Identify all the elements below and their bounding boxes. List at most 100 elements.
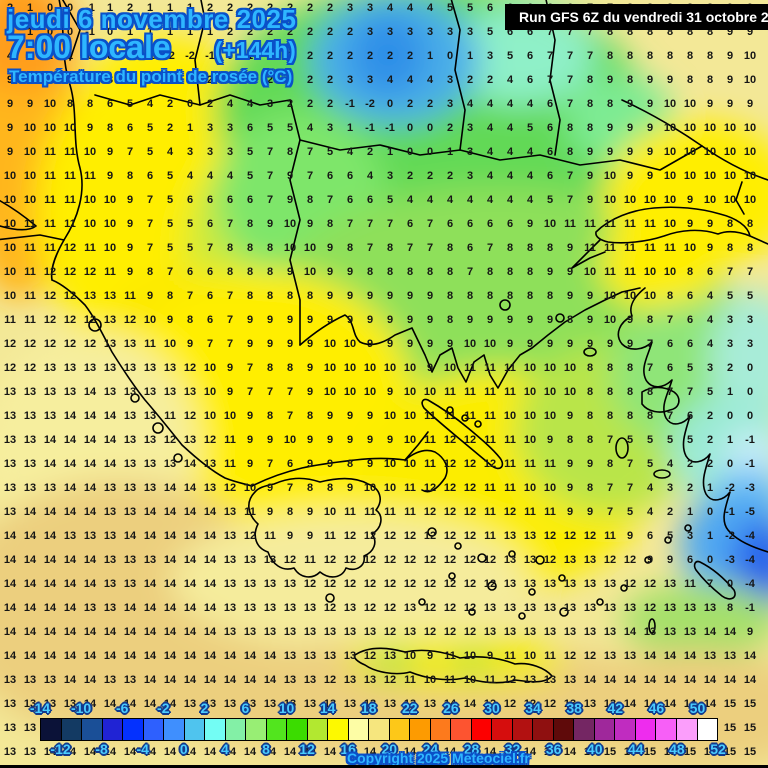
- gridpoint-value: 10: [24, 146, 36, 158]
- gridpoint-value: -1: [345, 98, 355, 110]
- gridpoint-value: 1: [27, 2, 33, 14]
- gridpoint-value: 9: [367, 314, 373, 326]
- gridpoint-value: 10: [524, 434, 536, 446]
- gridpoint-value: 15: [604, 746, 616, 758]
- gridpoint-value: 13: [44, 698, 56, 710]
- gridpoint-value: 5: [147, 146, 153, 158]
- gridpoint-value: 3: [347, 74, 353, 86]
- gridpoint-value: 13: [4, 698, 16, 710]
- gridpoint-value: 4: [167, 146, 173, 158]
- gridpoint-value: 13: [204, 482, 216, 494]
- gridpoint-value: 4: [447, 194, 453, 206]
- gridpoint-value: 7: [367, 218, 373, 230]
- gridpoint-value: 9: [247, 314, 253, 326]
- gridpoint-value: 6: [467, 242, 473, 254]
- gridpoint-value: 10: [404, 650, 416, 662]
- gridpoint-value: 13: [664, 602, 676, 614]
- gridpoint-value: 14: [104, 746, 116, 758]
- gridpoint-value: 7: [327, 194, 333, 206]
- gridpoint-value: 12: [464, 482, 476, 494]
- gridpoint-value: 9: [147, 290, 153, 302]
- gridpoint-value: 6: [467, 218, 473, 230]
- gridpoint-value: 9: [567, 458, 573, 470]
- gridpoint-value: 9: [427, 290, 433, 302]
- gridpoint-value: 7: [547, 50, 553, 62]
- gridpoint-value: 14: [204, 626, 216, 638]
- legend-tick-label: 20: [381, 741, 397, 757]
- gridpoint-value: 10: [344, 362, 356, 374]
- gridpoint-value: 9: [587, 314, 593, 326]
- gridpoint-value: 13: [124, 434, 136, 446]
- gridpoint-value: 4: [707, 290, 713, 302]
- gridpoint-value: 8: [527, 290, 533, 302]
- gridpoint-value: 2: [687, 482, 693, 494]
- gridpoint-value: 12: [384, 626, 396, 638]
- gridpoint-value: 9: [727, 26, 733, 38]
- legend-tick-label: -4: [136, 741, 148, 757]
- gridpoint-value: 4: [487, 194, 493, 206]
- gridpoint-value: 0: [747, 410, 753, 422]
- gridpoint-value: -1: [745, 458, 755, 470]
- gridpoint-value: 10: [664, 218, 676, 230]
- gridpoint-value: 9: [227, 362, 233, 374]
- gridpoint-value: 10: [724, 122, 736, 134]
- gridpoint-value: 11: [24, 266, 36, 278]
- gridpoint-value: 8: [707, 26, 713, 38]
- gridpoint-value: 9: [627, 170, 633, 182]
- gridpoint-value: 8: [307, 194, 313, 206]
- gridpoint-value: 1: [187, 122, 193, 134]
- legend-tick-label: 22: [402, 700, 418, 716]
- gridpoint-value: 14: [184, 626, 196, 638]
- gridpoint-value: 14: [44, 554, 56, 566]
- gridpoint-value: 4: [407, 74, 413, 86]
- gridpoint-value: 9: [427, 338, 433, 350]
- gridpoint-value: 13: [304, 650, 316, 662]
- gridpoint-value: 2: [47, 50, 53, 62]
- gridpoint-value: 2: [327, 2, 333, 14]
- gridpoint-value: 9: [427, 362, 433, 374]
- gridpoint-value: 14: [264, 674, 276, 686]
- gridpoint-value: 3: [447, 26, 453, 38]
- gridpoint-value: 13: [124, 362, 136, 374]
- gridpoint-value: 10: [484, 338, 496, 350]
- gridpoint-value: 7: [367, 242, 373, 254]
- gridpoint-value: 14: [564, 746, 576, 758]
- gridpoint-value: 13: [564, 674, 576, 686]
- gridpoint-value: 5: [187, 218, 193, 230]
- gridpoint-value: 4: [487, 98, 493, 110]
- gridpoint-value: 0: [727, 578, 733, 590]
- gridpoint-value: 3: [367, 26, 373, 38]
- gridpoint-value: 2: [227, 74, 233, 86]
- gridpoint-value: 5: [667, 434, 673, 446]
- gridpoint-value: 13: [124, 578, 136, 590]
- gridpoint-value: 6: [527, 74, 533, 86]
- gridpoint-value: 14: [84, 410, 96, 422]
- gridpoint-value: 13: [344, 626, 356, 638]
- gridpoint-value: -1: [85, 26, 95, 38]
- gridpoint-value: 13: [564, 602, 576, 614]
- gridpoint-value: 7: [287, 410, 293, 422]
- gridpoint-value: 9: [127, 266, 133, 278]
- gridpoint-value: 12: [464, 626, 476, 638]
- gridpoint-value: 2: [307, 26, 313, 38]
- gridpoint-value: 4: [87, 74, 93, 86]
- gridpoint-value: 7: [267, 170, 273, 182]
- gridpoint-value: 13: [604, 698, 616, 710]
- gridpoint-value: 13: [144, 410, 156, 422]
- gridpoint-value: 10: [684, 170, 696, 182]
- gridpoint-value: 14: [244, 650, 256, 662]
- forecast-time: 7:00 locale (+144h): [7, 29, 296, 66]
- gridpoint-value: 13: [564, 698, 576, 710]
- gridpoint-value: 9: [587, 146, 593, 158]
- gridpoint-value: 12: [484, 458, 496, 470]
- gridpoint-value: 10: [64, 122, 76, 134]
- gridpoint-value: 9: [567, 290, 573, 302]
- gridpoint-value: 6: [527, 50, 533, 62]
- gridpoint-value: 10: [724, 170, 736, 182]
- gridpoint-value: 10: [544, 218, 556, 230]
- gridpoint-value: 8: [287, 146, 293, 158]
- gridpoint-value: 14: [164, 578, 176, 590]
- gridpoint-value: 9: [707, 218, 713, 230]
- gridpoint-value: 1: [727, 434, 733, 446]
- gridpoint-value: 2: [387, 50, 393, 62]
